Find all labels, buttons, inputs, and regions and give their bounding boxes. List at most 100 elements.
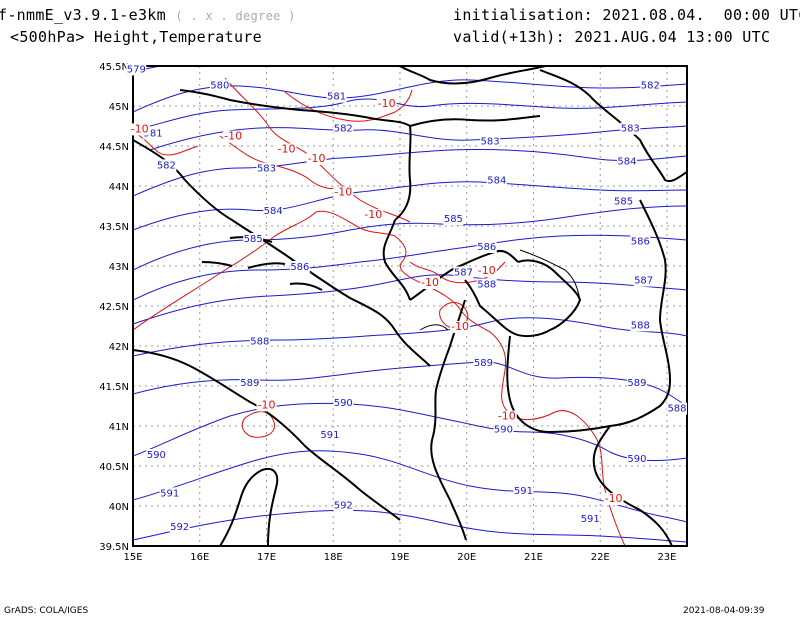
model-name-text: f-nmmE_v3.9.1-e3km	[0, 6, 166, 24]
footer-timestamp: 2021-08-04-09:39	[683, 606, 765, 616]
temp-label: -10	[378, 97, 396, 110]
height-label-bg	[666, 402, 687, 415]
height-label-bg	[640, 79, 661, 92]
lat-tick-label: 42N	[109, 342, 129, 353]
height-label: 588	[631, 320, 650, 331]
height-label: 583	[481, 136, 500, 147]
height-label: 590	[147, 450, 166, 461]
axis-tick-labels: 15E 16E 17E 18E 19E 20E 21E 22E 23E 45.5N 45N 44.5N…	[99, 62, 676, 563]
temp-contour-h	[241, 411, 276, 438]
greece-border	[592, 425, 673, 546]
sava-border	[409, 115, 541, 127]
temp-label: -10	[278, 142, 296, 155]
temp-label: -10	[605, 492, 623, 505]
height-label: 585	[244, 234, 263, 245]
temp-label: -10	[364, 208, 382, 221]
temp-label: -10	[131, 122, 149, 135]
valid-value: 2021.AUG.04 13:00 UTC	[574, 28, 771, 46]
height-label-bg	[159, 487, 180, 500]
height-contour-585	[133, 205, 687, 271]
height-label: 589	[627, 378, 646, 389]
model-name: f-nmmE_v3.9.1-e3km ( . x . degree )	[0, 6, 296, 24]
temperature-contours	[133, 77, 626, 546]
lat-tick-label: 41N	[109, 422, 129, 433]
height-label-bg	[480, 135, 501, 148]
island-3	[289, 282, 323, 291]
height-label-bg	[580, 513, 601, 525]
height-label-bg	[156, 159, 177, 172]
temp-label: -10	[224, 130, 242, 143]
adriatic-coast-north	[133, 139, 431, 367]
lon-tick-label: 18E	[324, 552, 343, 563]
height-label-bg	[633, 274, 654, 287]
height-label-bg	[126, 63, 147, 76]
projection-text: ( . x . degree )	[175, 9, 296, 23]
height-contour-588	[133, 317, 687, 357]
height-label-bg	[263, 205, 284, 217]
init-label: initialisation:	[453, 6, 593, 24]
lon-tick-label: 22E	[591, 552, 610, 563]
footer-credit: GrADS: COLA/IGES	[4, 606, 89, 616]
height-label: 590	[494, 424, 513, 435]
height-label: 591	[581, 514, 600, 525]
croatia-bosnia-border	[179, 89, 412, 221]
height-label: 588	[667, 404, 686, 415]
temp-label-bg	[603, 493, 624, 505]
height-label-bg	[476, 278, 497, 291]
height-label: 580	[210, 80, 229, 91]
height-label: 586	[290, 262, 309, 273]
lat-tick-label: 40N	[109, 502, 129, 513]
height-label-bg	[333, 122, 354, 135]
height-contour-583	[133, 148, 687, 197]
height-label: 581	[327, 92, 346, 103]
height-label: 582	[334, 124, 353, 135]
temp-label-bg	[496, 410, 517, 423]
height-label-bg	[319, 429, 340, 441]
height-label-bg	[476, 241, 497, 253]
lat-tick-label: 41.5N	[99, 382, 129, 393]
height-label-bg	[443, 213, 464, 225]
height-label-bg	[630, 235, 651, 248]
height-contour-587	[133, 274, 687, 325]
region-borders	[419, 249, 581, 331]
height-label-bg	[169, 521, 190, 533]
temp-label: -10	[421, 276, 439, 289]
height-label: 579	[127, 64, 146, 75]
init-value: 2021.08.04. 00:00 UTC	[602, 6, 800, 24]
height-label: 584	[617, 156, 636, 167]
height-label: 590	[627, 454, 646, 465]
height-contour-584	[133, 181, 687, 231]
romania-border	[539, 69, 687, 182]
temp-label-bg	[256, 399, 277, 412]
lon-tick-label: 23E	[657, 552, 676, 563]
height-label-bg	[630, 319, 651, 332]
height-contour-590	[133, 402, 687, 461]
temp-label: -10	[478, 264, 496, 277]
height-contour-589	[133, 361, 687, 407]
height-contour-582	[149, 125, 687, 151]
temp-label: -10	[451, 320, 469, 333]
map-frame	[132, 65, 688, 547]
valid-label: valid(+13h):	[453, 28, 565, 46]
height-label-bg	[626, 453, 647, 465]
height-label-bg	[249, 335, 270, 348]
height-label-bg	[326, 90, 347, 103]
temp-contour-c	[284, 89, 413, 122]
macedonia-border	[506, 335, 671, 434]
lon-tick-label: 20E	[457, 552, 476, 563]
temp-label: -10	[498, 410, 516, 423]
bulgaria-border	[639, 199, 671, 381]
height-label-bg	[616, 155, 637, 168]
height-label-bg	[473, 357, 494, 369]
lon-tick-label: 16E	[190, 552, 209, 563]
temp-label-bg	[333, 186, 354, 199]
temperature-contour-labels: -10 -10 -10 -10 -10 -10 -10 -10 -10 -10 -10 -10 -10	[129, 97, 624, 505]
temp-contour-d	[219, 135, 346, 190]
temp-label-bg	[223, 130, 244, 143]
height-label-bg	[486, 174, 507, 187]
albania-east-border	[430, 299, 467, 541]
height-label-bg	[143, 127, 164, 140]
kosovo-border	[464, 259, 582, 338]
height-label-bg	[453, 266, 474, 279]
